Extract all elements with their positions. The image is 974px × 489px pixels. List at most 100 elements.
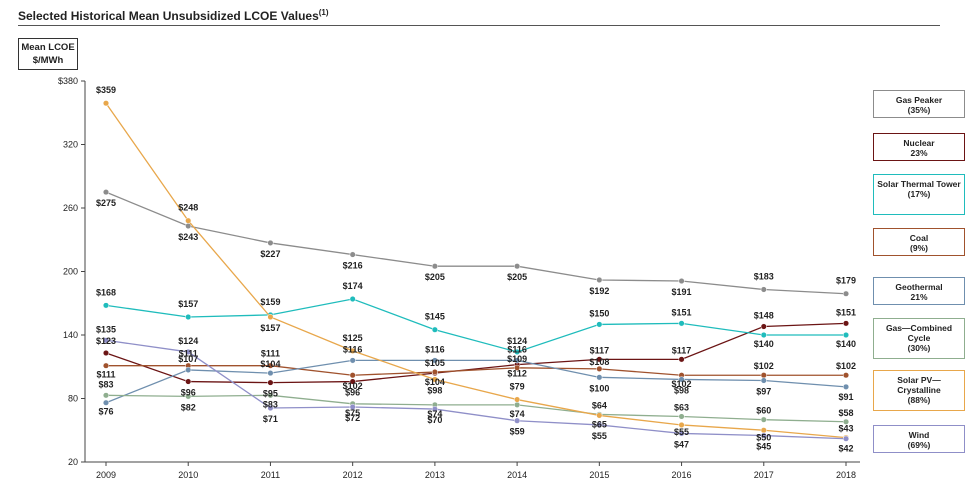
wind-point <box>514 417 521 424</box>
coal-data-label: $109 <box>507 354 527 364</box>
wind-data-label: $70 <box>427 415 442 425</box>
chart-title: Selected Historical Mean Unsubsidized LC… <box>18 8 329 23</box>
solar-thermal-data-label: $157 <box>178 299 198 309</box>
gas-cc-data-label: $82 <box>181 402 196 412</box>
wind-point <box>102 337 110 344</box>
wind-data-label: $71 <box>263 414 278 424</box>
legend-label: Wind <box>908 430 930 440</box>
nuclear-point <box>185 378 192 385</box>
geothermal-data-label: $116 <box>507 344 527 354</box>
gas-cc-point <box>102 392 110 399</box>
solar-thermal-data-label: $140 <box>754 339 774 349</box>
coal-point <box>267 362 274 369</box>
solar-thermal-data-label: $168 <box>96 287 116 297</box>
solar-thermal-point <box>760 331 767 339</box>
y-tick-label: 140 <box>63 330 78 340</box>
solar-thermal-data-label: $140 <box>836 339 856 349</box>
geothermal-line <box>105 359 847 404</box>
geothermal-point <box>596 374 603 381</box>
nuclear-data-label: $96 <box>345 388 360 398</box>
legend-share: (30%) <box>907 343 931 353</box>
wind-data-label: $47 <box>674 439 689 449</box>
gas-cc-point <box>185 393 192 400</box>
legend-item-geothermal: Geothermal 21% <box>873 277 965 305</box>
geothermal-data-label: $116 <box>343 344 363 354</box>
wind-point <box>842 435 850 442</box>
y-tick-label: 320 <box>63 140 78 150</box>
wind-data-label: $72 <box>345 413 360 423</box>
x-tick-label: 2010 <box>178 470 198 480</box>
x-tick-label: 2009 <box>96 470 116 480</box>
gas-cc-data-label: $64 <box>592 400 607 410</box>
gas-cc-data-label: $74 <box>427 409 442 419</box>
solar-pv-point <box>514 396 521 403</box>
gas-cc-data-label: $83 <box>98 379 113 389</box>
solar-thermal-data-label: $145 <box>425 312 445 322</box>
geothermal-data-label: $100 <box>589 383 609 393</box>
solar-thermal-data-label: $124 <box>507 336 527 346</box>
solar-thermal-point <box>185 313 192 321</box>
x-tick-label: 2012 <box>343 470 363 480</box>
solar-pv-data-label: $43 <box>838 424 853 434</box>
gas-cc-line <box>105 394 847 423</box>
nuclear-data-label: $117 <box>590 345 610 355</box>
wind-data-label: $55 <box>592 431 607 441</box>
gas-peaker-data-label: $183 <box>754 271 774 281</box>
solar-pv-point <box>102 100 110 107</box>
solar-pv-point <box>678 421 685 429</box>
coal-data-label: $102 <box>836 361 856 371</box>
wind-data-label: $135 <box>96 324 116 334</box>
solar-thermal-point <box>349 295 356 303</box>
solar-thermal-data-label: $150 <box>589 308 609 318</box>
nuclear-data-label: $112 <box>507 369 527 379</box>
gas-peaker-point <box>102 189 110 196</box>
solar-pv-point <box>267 313 274 321</box>
coal-data-label: $105 <box>425 358 445 368</box>
wind-point <box>267 404 274 412</box>
coal-data-label: $111 <box>179 349 198 359</box>
coal-point <box>431 368 438 376</box>
legend-share: (9%) <box>910 243 928 253</box>
geothermal-point <box>349 357 356 364</box>
solar-pv-point <box>431 376 438 383</box>
gas-peaker-line <box>105 191 847 295</box>
gas-peaker-data-label: $243 <box>178 232 198 242</box>
coal-data-label: $111 <box>96 370 115 380</box>
solar-pv-data-label: $359 <box>96 85 116 95</box>
x-tick-label: 2013 <box>425 470 445 480</box>
gas-cc-point <box>842 418 850 425</box>
gas-peaker-point <box>842 290 850 297</box>
coal-data-label: $102 <box>343 381 363 391</box>
solar-thermal-point <box>842 331 850 339</box>
legend-label: Coal <box>909 233 929 243</box>
legend-share: (35%) <box>907 105 931 115</box>
geothermal-data-label: $91 <box>838 392 853 402</box>
legend-share: (69%) <box>907 440 931 450</box>
solar-pv-data-label: $65 <box>592 419 607 429</box>
coal-point <box>349 372 356 379</box>
gas-peaker-point <box>678 277 685 285</box>
nuclear-point <box>349 378 356 385</box>
legend-item-wind: Wind (69%) <box>873 425 965 453</box>
gas-peaker-data-label: $205 <box>507 272 527 282</box>
gas-peaker-data-label: $205 <box>425 272 445 282</box>
geothermal-point <box>678 376 685 383</box>
y-axis-label: Mean LCOE $/MWh <box>18 38 78 70</box>
gas-peaker-point <box>185 222 192 230</box>
solar-thermal-line <box>105 298 846 353</box>
solar-thermal-point <box>678 320 685 327</box>
geothermal-data-label: $98 <box>674 385 689 395</box>
gas-peaker-data-label: $216 <box>343 261 363 271</box>
gas-cc-data-label: $83 <box>263 399 278 409</box>
coal-data-label: $102 <box>672 379 692 389</box>
solar-pv-line <box>105 102 847 439</box>
gas-peaker-point <box>596 276 603 284</box>
solar-thermal-data-label: $159 <box>260 297 280 307</box>
solar-thermal-point <box>596 321 603 328</box>
legend-label: Solar Thermal Tower <box>877 179 961 189</box>
solar-pv-point <box>596 412 603 419</box>
nuclear-data-label: $117 <box>672 345 692 355</box>
gas-cc-point <box>678 413 685 420</box>
gas-cc-point <box>267 392 274 399</box>
